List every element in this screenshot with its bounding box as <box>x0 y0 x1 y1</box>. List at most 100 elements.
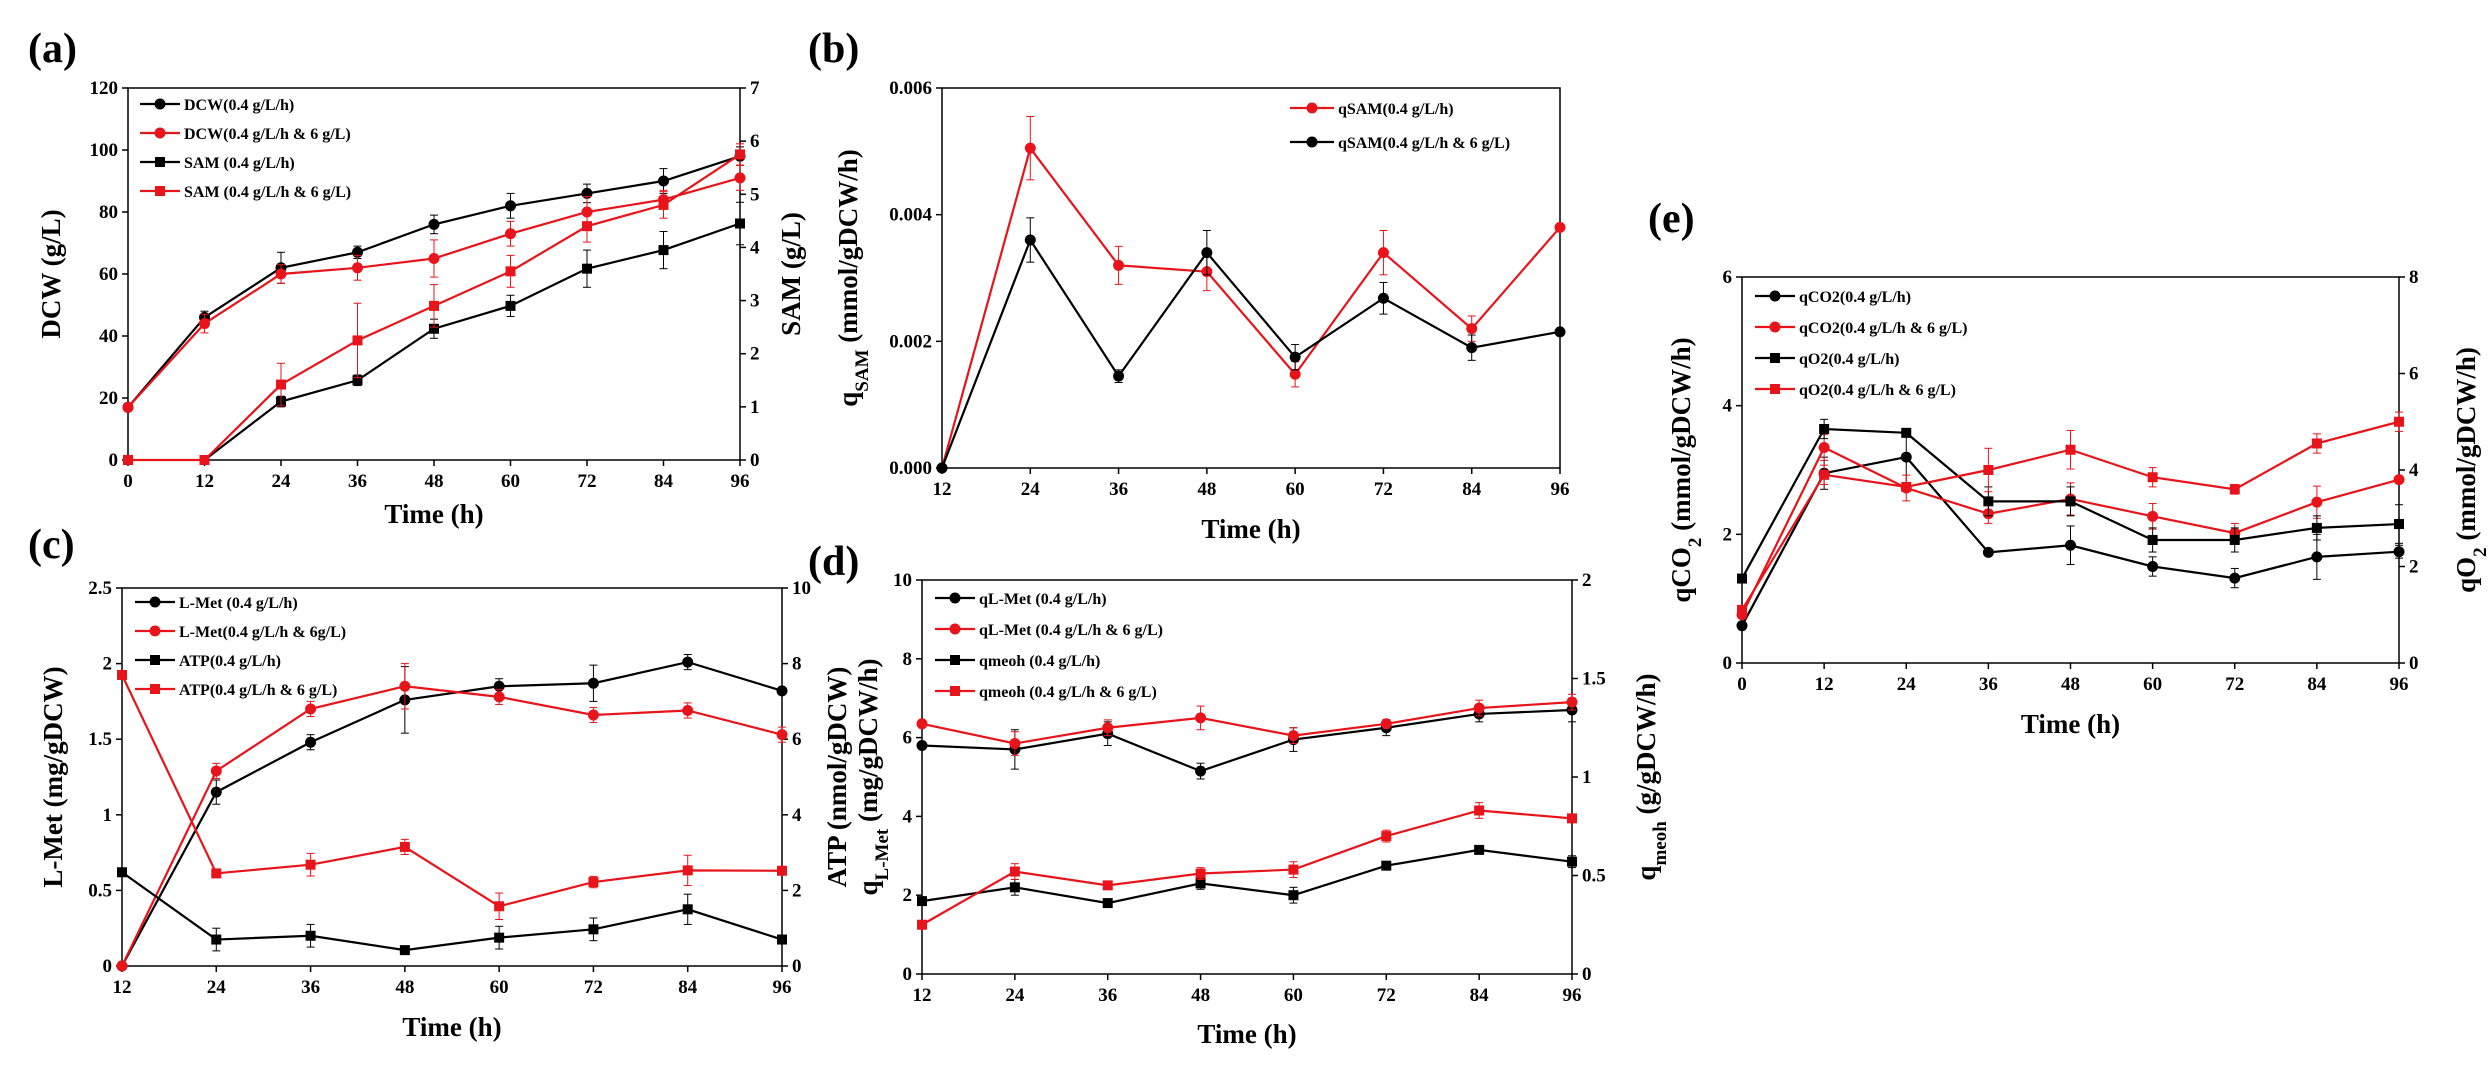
panel-0-legend-entry: DCW(0.4 g/L/h & 6 g/L) <box>140 126 351 143</box>
panel-4-legend-entry: qCO2(0.4 g/L/h & 6 g/L) <box>1755 320 1967 337</box>
panel-3-series-0-point <box>1195 766 1206 777</box>
panel-0-y2tick-label: 2 <box>750 344 760 365</box>
panel-1-xtick-label: 96 <box>1551 479 1570 500</box>
panel-2-series-3-point <box>683 865 693 875</box>
panel-4-series-2-point <box>1819 424 1829 434</box>
panel-4-legend-label: qCO2(0.4 g/L/h) <box>1799 289 1911 306</box>
panel-3-series-1-point <box>1474 703 1485 714</box>
panel-2-letter: (c) <box>28 522 75 568</box>
panel-4-xtick-label: 96 <box>2390 674 2409 695</box>
panel-0-legend-marker <box>155 157 165 167</box>
panel-2-series-3-point <box>117 670 127 680</box>
panel-0-legend-entry: SAM (0.4 g/L/h) <box>140 155 295 172</box>
panel-0-y2tick-label: 6 <box>750 131 760 152</box>
panel-0-ylabel: DCW (g/L) <box>36 209 66 338</box>
panel-0-series-2 <box>200 202 746 465</box>
panel-3-xlabel: Time (h) <box>1197 1019 1296 1049</box>
panel-0-xtick-label: 12 <box>195 471 214 492</box>
panel-1-legend: qSAM(0.4 g/L/h)qSAM(0.4 g/L/h & 6 g/L) <box>1290 101 1510 152</box>
panel-2-xtick-label: 36 <box>301 977 320 998</box>
panel-4-xtick-label: 24 <box>1897 674 1917 695</box>
panel-3-legend-label: qmeoh (0.4 g/L/h & 6 g/L) <box>979 684 1157 701</box>
panel-0-legend-entry: SAM (0.4 g/L/h & 6 g/L) <box>140 184 351 201</box>
panel-3-series-3-point <box>1196 869 1206 879</box>
panel-3-y2tick-label: 0 <box>1582 964 1592 985</box>
panel-4-series-1-point <box>2311 497 2322 508</box>
panel-4-legend-marker <box>1770 353 1780 363</box>
panel-3-legend-label: qL-Met (0.4 g/L/h) <box>979 591 1107 608</box>
panel-3-legend-marker <box>950 624 961 635</box>
panel-2-series-1-point <box>777 729 788 740</box>
panel-3-series-3-point <box>1010 867 1020 877</box>
panel-4-series-2-point <box>2312 523 2322 533</box>
panel-0-legend-label: SAM (0.4 g/L/h) <box>184 155 295 172</box>
panel-2-series-1 <box>117 664 788 972</box>
panel-2-xlabel: Time (h) <box>402 1012 501 1042</box>
panel-3-series-3-point <box>1381 831 1391 841</box>
panel-1-series-0-point <box>1113 260 1124 271</box>
panel-4-series-0-point <box>2311 551 2322 562</box>
panel-1-series-0-point <box>1025 143 1036 154</box>
panel-0-xlabel: Time (h) <box>384 499 483 529</box>
panel-2-series-2-point <box>211 935 221 945</box>
panel-2-series-2-point <box>306 931 316 941</box>
panel-2-series-2-point <box>588 924 598 934</box>
panel-3-legend-entry: qmeoh (0.4 g/L/h) <box>935 653 1100 670</box>
panel-2-legend-label: L-Met (0.4 g/L/h) <box>179 595 298 612</box>
panel-0-ytick-label: 0 <box>109 450 119 471</box>
panel-0-series-3-point <box>506 266 516 276</box>
panel-3-series-3-point <box>917 920 927 930</box>
panel-4-y2tick-label: 0 <box>2409 653 2419 674</box>
panel-2-y2tick-label: 0 <box>792 956 802 977</box>
panel-4-series-0-point <box>2394 546 2405 557</box>
panel-0-letter: (a) <box>28 26 77 72</box>
panel-1-series-1-point <box>937 463 948 474</box>
panel-1-series-0-point <box>1378 247 1389 258</box>
panel-2-series-0-point <box>682 657 693 668</box>
panel-1-series-1-point <box>1201 247 1212 258</box>
panel-4-xtick-label: 84 <box>2307 674 2327 695</box>
panel-4-xtick-label: 72 <box>2225 674 2244 695</box>
panel-3-series-2-point <box>1474 845 1484 855</box>
panel-2-legend-marker <box>150 684 160 694</box>
panel-4-xtick-label: 60 <box>2143 674 2162 695</box>
panel-4-legend-label: qO2(0.4 g/L/h & 6 g/L) <box>1799 382 1956 399</box>
panel-4-xtick-label: 0 <box>1737 674 1747 695</box>
panel-3-letter: (d) <box>808 539 859 585</box>
panel-0-xtick-label: 36 <box>348 471 367 492</box>
panel-0-series-0-point <box>658 176 669 187</box>
panel-2-series-1-point <box>305 703 316 714</box>
panel-4-series-3-point <box>2312 438 2322 448</box>
panel-3-xtick-label: 72 <box>1377 985 1396 1006</box>
panel-4-ylabel-sub: 2 <box>1685 538 1706 548</box>
panel-0-series-0-point <box>429 219 440 230</box>
panel-0-legend-label: DCW(0.4 g/L/h & 6 g/L) <box>184 126 351 143</box>
panel-0-series-2-point <box>582 264 592 274</box>
panel-1-ylabel: qSAM (mmol/gDCW/h) <box>833 149 873 407</box>
panel-0-ytick-label: 40 <box>99 326 118 347</box>
panel-2-series-1-point <box>399 681 410 692</box>
panel-3-ylabel-rest: (mg/gDCW/h) <box>853 659 883 829</box>
panel-4-y2tick-label: 6 <box>2409 364 2419 385</box>
panel-4-legend-entry: qO2(0.4 g/L/h & 6 g/L) <box>1755 382 1956 399</box>
panel-0-legend: DCW(0.4 g/L/h)DCW(0.4 g/L/h & 6 g/L)SAM … <box>140 97 351 201</box>
panel-4-series-1-point <box>1819 442 1830 453</box>
panel-0-y2tick-label: 5 <box>750 184 760 205</box>
panel-0-xtick-label: 24 <box>272 471 292 492</box>
panel-2-series-2-point <box>683 904 693 914</box>
panel-0-series-1-point <box>276 269 287 280</box>
panel-0-legend-marker <box>155 99 166 110</box>
panel-4-legend-label: qO2(0.4 g/L/h) <box>1799 351 1899 368</box>
panel-4-series-2-point <box>2066 496 2076 506</box>
panel-0-series-0-point <box>505 200 516 211</box>
panel-0-legend-label: SAM (0.4 g/L/h & 6 g/L) <box>184 184 351 201</box>
panel-4-series-3-point <box>2148 472 2158 482</box>
panel-1-legend-marker <box>1307 103 1318 114</box>
panel-2-legend-entry: ATP(0.4 g/L/h) <box>135 653 281 670</box>
panel-4-legend-label: qCO2(0.4 g/L/h & 6 g/L) <box>1799 320 1967 337</box>
panel-2-y2tick-label: 6 <box>792 729 802 750</box>
panel-1-ylabel-rest: (mmol/gDCW/h) <box>833 149 863 349</box>
